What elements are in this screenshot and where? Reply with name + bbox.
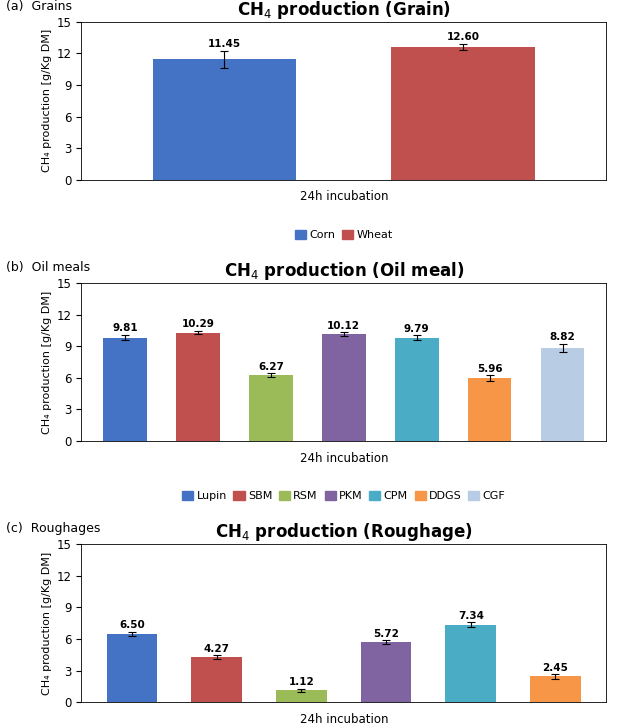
X-axis label: 24h incubation: 24h incubation — [299, 712, 388, 724]
Text: 12.60: 12.60 — [447, 33, 479, 42]
Y-axis label: CH₄ production [g/Kg DM]: CH₄ production [g/Kg DM] — [42, 552, 52, 695]
Bar — [249, 375, 292, 441]
Bar — [361, 642, 411, 702]
Legend: Lupin, SBM, RSM, PKM, CPM, DDGS, CGF: Lupin, SBM, RSM, PKM, CPM, DDGS, CGF — [182, 491, 506, 502]
Bar — [103, 337, 147, 441]
Text: 10.12: 10.12 — [328, 321, 360, 331]
Title: CH$_4$ production (Grain): CH$_4$ production (Grain) — [237, 0, 451, 21]
Text: 11.45: 11.45 — [208, 39, 241, 49]
Text: 10.29: 10.29 — [181, 319, 214, 329]
Title: CH$_4$ production (Oil meal): CH$_4$ production (Oil meal) — [224, 260, 464, 282]
Text: 5.72: 5.72 — [373, 628, 399, 639]
Text: 1.12: 1.12 — [289, 677, 314, 687]
Legend: Corn, Wheat: Corn, Wheat — [295, 230, 392, 240]
Text: 7.34: 7.34 — [458, 610, 484, 620]
Bar — [191, 657, 242, 702]
Text: (b)  Oil meals: (b) Oil meals — [6, 261, 91, 274]
Bar — [530, 676, 581, 702]
Text: 4.27: 4.27 — [204, 644, 230, 654]
Text: 6.27: 6.27 — [258, 362, 284, 372]
Title: CH$_4$ production (Roughage): CH$_4$ production (Roughage) — [215, 521, 472, 543]
Bar — [395, 338, 439, 441]
Text: (c)  Roughages: (c) Roughages — [6, 522, 101, 535]
Text: 5.96: 5.96 — [477, 363, 502, 374]
Text: 2.45: 2.45 — [542, 662, 568, 673]
Text: 9.79: 9.79 — [404, 324, 429, 334]
Bar — [446, 625, 496, 702]
Bar — [276, 691, 327, 702]
Bar — [107, 634, 158, 702]
Bar — [391, 47, 534, 180]
Y-axis label: CH₄ production [g/Kg DM]: CH₄ production [g/Kg DM] — [42, 290, 52, 434]
X-axis label: 24h incubation: 24h incubation — [299, 190, 388, 203]
Text: 8.82: 8.82 — [549, 332, 576, 342]
Y-axis label: CH₄ production [g/Kg DM]: CH₄ production [g/Kg DM] — [42, 29, 52, 172]
Bar — [322, 334, 366, 441]
Text: (a)  Grains: (a) Grains — [6, 0, 72, 13]
Text: 6.50: 6.50 — [119, 620, 145, 630]
X-axis label: 24h incubation: 24h incubation — [299, 452, 388, 465]
Bar — [153, 59, 296, 180]
Bar — [541, 348, 584, 441]
Text: 9.81: 9.81 — [112, 324, 138, 334]
Bar — [176, 332, 220, 441]
Bar — [468, 378, 511, 441]
